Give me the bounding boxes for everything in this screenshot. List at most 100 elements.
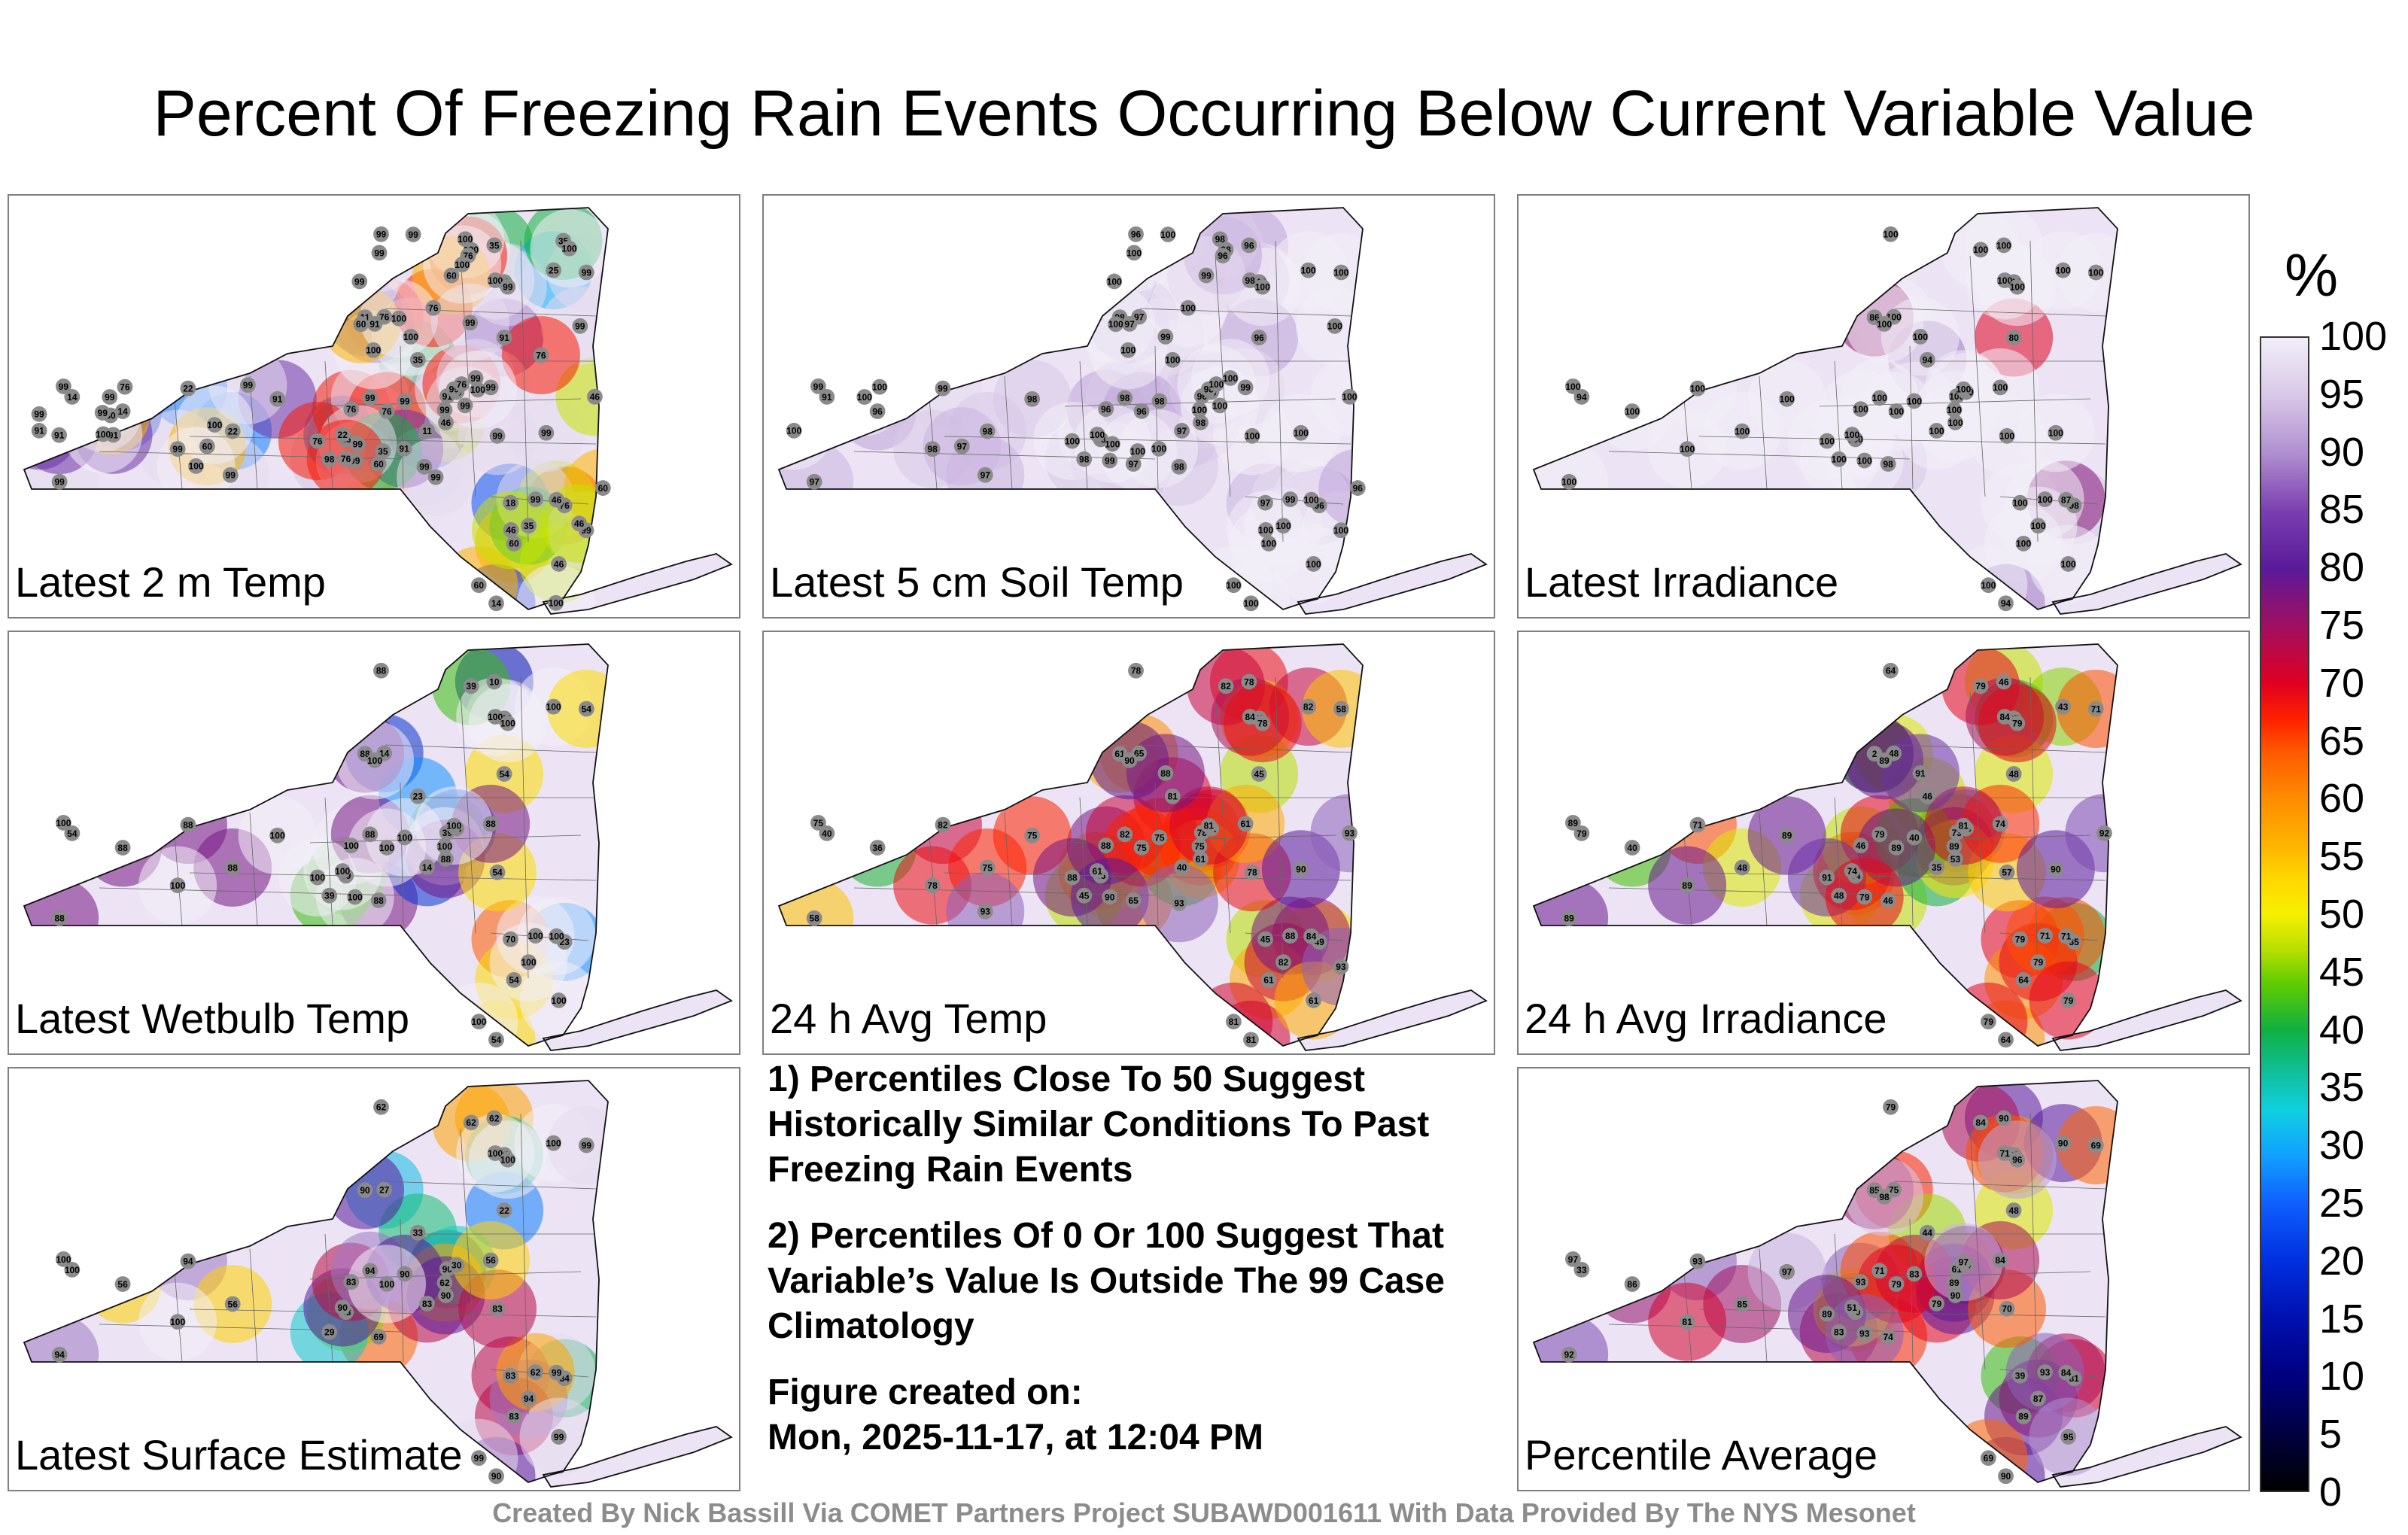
station-value: 79 — [2015, 935, 2026, 945]
station-marker: 48 — [2005, 766, 2022, 782]
station-marker: 99 — [1282, 491, 1299, 507]
station-value: 56 — [228, 1299, 239, 1309]
station-value: 84 — [1306, 932, 1317, 942]
station-marker: 100 — [436, 838, 453, 855]
station-value: 79 — [1932, 1299, 1942, 1309]
colorbar-tick: 55 — [2319, 834, 2365, 880]
station-value: 64 — [2018, 975, 2029, 986]
nys-map: 9810010010010010010010010080948610098941… — [1532, 207, 2242, 615]
station-value: 76 — [120, 382, 130, 393]
station-marker: 76 — [533, 347, 549, 363]
county-line — [1894, 744, 2106, 753]
station-marker: 81 — [1225, 1014, 1242, 1030]
county-line — [1698, 436, 2106, 445]
station-marker: 100 — [55, 814, 71, 831]
station-value: 96 — [1136, 406, 1147, 417]
station-value: 96 — [1218, 251, 1228, 261]
county-line — [1139, 308, 1351, 317]
station-value: 100 — [270, 831, 285, 841]
county-line — [1969, 255, 1986, 497]
station-value: 98 — [1079, 454, 1090, 465]
station-marker: 100 — [1992, 379, 2008, 396]
station-value: 99 — [575, 321, 585, 332]
station-marker: 39 — [463, 678, 479, 695]
station-value: 22 — [183, 384, 193, 394]
station-marker: 64 — [1883, 662, 1899, 679]
station-marker: 92 — [1561, 1346, 1577, 1363]
station-value: 100 — [437, 841, 452, 852]
station-value: 89 — [1682, 880, 1692, 891]
station-marker: 97 — [1174, 422, 1190, 439]
station-marker: 54 — [578, 701, 594, 717]
county-line — [1969, 692, 1986, 934]
station-value: 100 — [1120, 345, 1136, 356]
station-marker: 83 — [489, 1300, 506, 1317]
station-marker: 83 — [343, 1274, 360, 1290]
colorbar-tick: 85 — [2319, 487, 2365, 533]
station-marker: 79 — [2012, 931, 2028, 947]
station-marker: 88 — [438, 851, 454, 867]
station-marker: 100 — [2060, 556, 2076, 572]
station-value: 81 — [1168, 792, 1178, 802]
station-marker: 100 — [1191, 402, 1208, 418]
station-value: 85 — [1869, 1185, 1880, 1196]
station-value: 22 — [338, 430, 348, 440]
station-value: 46 — [1923, 792, 1933, 802]
station-marker: 62 — [436, 1275, 453, 1291]
station-value: 76 — [457, 379, 467, 390]
station-value: 93 — [1856, 1277, 1866, 1287]
station-value: 40 — [1627, 843, 1637, 853]
station-value: 97 — [1782, 1267, 1792, 1278]
station-marker: 82 — [1300, 698, 1316, 715]
station-value: 78 — [1244, 676, 1254, 687]
station-marker: 99 — [457, 397, 473, 414]
station-marker: 96 — [1128, 226, 1144, 242]
station-marker: 97 — [806, 473, 822, 490]
station-value: 69 — [2091, 1140, 2102, 1150]
station-marker: 98 — [924, 441, 941, 457]
station-marker: 62 — [463, 1114, 479, 1131]
created-label: Figure created on: — [768, 1372, 1083, 1412]
station-marker: 100 — [551, 992, 567, 1008]
county-line — [1154, 345, 1159, 490]
station-value: 99 — [1285, 494, 1296, 505]
station-value: 22 — [499, 1205, 509, 1216]
station-value: 54 — [509, 975, 519, 986]
station-marker: 71 — [1689, 816, 1706, 833]
station-value: 51 — [1847, 1302, 1858, 1313]
station-value: 83 — [1909, 1269, 1920, 1279]
figure-title: Percent Of Freezing Rain Events Occurrin… — [153, 78, 2255, 150]
station-value: 71 — [2040, 931, 2051, 941]
station-marker: 83 — [1831, 1324, 1847, 1340]
station-marker: 99 — [169, 441, 186, 457]
station-value: 100 — [2012, 498, 2027, 509]
station-value: 60 — [598, 483, 609, 494]
station-marker: 10 — [486, 673, 503, 690]
station-marker: 62 — [486, 1110, 503, 1126]
station-value: 100 — [1342, 392, 1357, 403]
station-value: 100 — [1209, 379, 1224, 390]
station-value: 82 — [938, 820, 948, 831]
station-value: 84 — [1245, 712, 1255, 722]
station-marker: 88 — [1064, 869, 1081, 886]
panel-label: Latest Wetbulb Temp — [15, 995, 410, 1042]
colorbar-tick: 95 — [2319, 371, 2365, 417]
station-marker: 100 — [1300, 262, 1316, 278]
station-value: 71 — [1692, 820, 1703, 831]
station-marker: 90 — [1121, 752, 1138, 768]
station-marker: 48 — [1831, 887, 1847, 904]
station-value: 91 — [272, 394, 283, 405]
station-value: 33 — [413, 1228, 424, 1239]
station-marker: 53 — [1947, 851, 1963, 867]
county-line — [1275, 240, 1284, 543]
station-value: 97 — [1959, 1257, 1969, 1268]
station-marker: 30 — [448, 1257, 465, 1273]
station-marker: 100 — [1303, 491, 1319, 508]
station-marker: 78 — [924, 877, 941, 894]
station-value: 100 — [488, 1148, 503, 1159]
station-value: 100 — [207, 420, 222, 430]
station-value: 54 — [491, 1035, 502, 1045]
station-value: 88 — [1101, 840, 1111, 851]
station-marker: 22 — [224, 423, 241, 439]
station-value: 99 — [430, 473, 441, 483]
